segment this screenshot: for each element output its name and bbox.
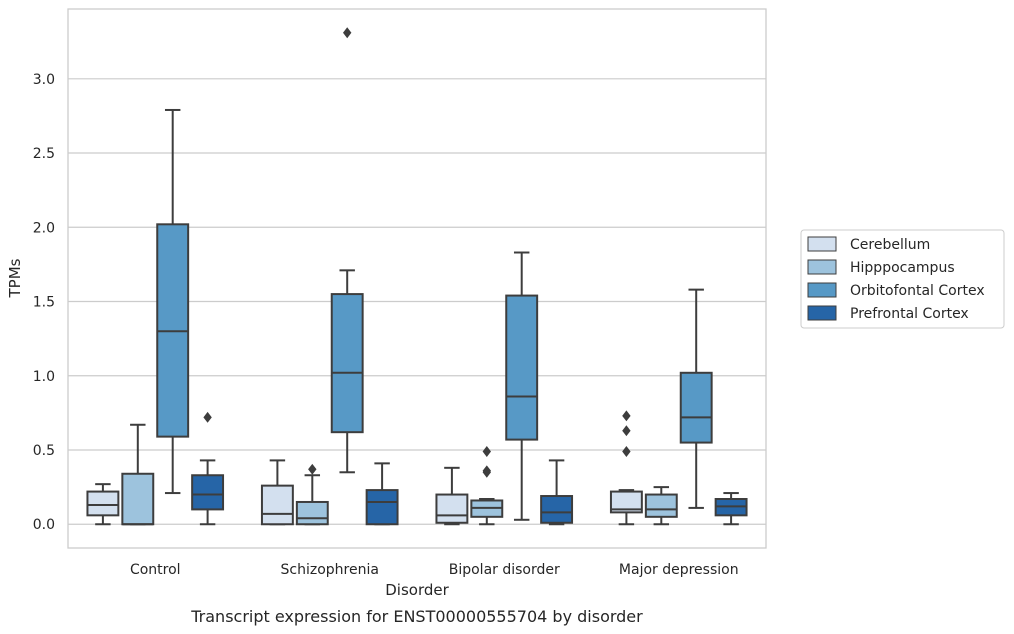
y-tick-label: 3.0 xyxy=(33,72,55,88)
y-tick-label: 2.5 xyxy=(33,146,55,162)
legend-frame xyxy=(800,229,1005,329)
box xyxy=(644,486,678,526)
legend-label: Cerebellum xyxy=(850,237,930,253)
x-axis-title: Disorder xyxy=(385,581,449,599)
y-tick-label: 0.0 xyxy=(33,517,55,533)
outlier-point xyxy=(343,27,352,39)
box-body xyxy=(609,490,643,514)
box xyxy=(260,459,294,526)
outlier-point xyxy=(622,425,631,437)
x-tick-label: Schizophrenia xyxy=(281,562,379,578)
box-body xyxy=(330,293,364,434)
outlier-point xyxy=(203,411,212,423)
x-tick-labels: Control Schizophrenia Bipolar disorder Majo… xyxy=(130,562,739,578)
box xyxy=(435,466,469,526)
plot-area-frame xyxy=(67,8,767,549)
legend-swatch xyxy=(807,305,837,321)
outlier-point xyxy=(482,446,491,457)
box xyxy=(609,410,643,526)
box xyxy=(365,462,399,526)
x-tick-label: Major depression xyxy=(619,562,739,578)
box xyxy=(679,288,713,509)
legend-label: Orbitofontal Cortex xyxy=(850,283,985,299)
outlier-point xyxy=(482,466,491,478)
legend: Cerebellum Hipppocampus Orbitofontal Corte… xyxy=(800,229,1005,329)
box xyxy=(540,459,574,526)
box-body xyxy=(121,472,155,526)
figure-caption: Transcript expression for ENST0000055570… xyxy=(190,607,643,626)
box xyxy=(505,251,539,521)
box-body xyxy=(679,371,713,444)
box xyxy=(330,27,364,474)
box-plot-series xyxy=(86,27,748,526)
y-tick-label: 1.5 xyxy=(33,295,55,311)
box-body xyxy=(86,490,120,517)
y-tick-label: 2.0 xyxy=(33,220,55,236)
legend-swatch xyxy=(807,282,837,298)
legend-label: Hipppocampus xyxy=(850,260,955,276)
box-body xyxy=(505,294,539,441)
legend-swatch xyxy=(807,259,837,275)
y-tick-labels: 0.0 0.5 1.0 1.5 2.0 2.5 3.0 xyxy=(33,72,55,533)
legend-label: Prefrontal Cortex xyxy=(850,306,969,322)
box xyxy=(295,463,329,526)
box-body xyxy=(260,484,294,526)
box xyxy=(121,423,155,526)
box xyxy=(156,108,190,495)
box-body xyxy=(644,493,678,518)
box-body xyxy=(435,493,469,524)
y-tick-label: 0.5 xyxy=(33,443,55,459)
box-body xyxy=(365,489,399,526)
box xyxy=(714,492,748,526)
y-axis-title: TPMs xyxy=(6,258,24,298)
box xyxy=(191,411,225,526)
box-body xyxy=(191,474,225,511)
legend-items: Cerebellum Hipppocampus Orbitofontal Corte… xyxy=(807,236,985,322)
outlier-point xyxy=(622,410,631,422)
x-tick-label: Control xyxy=(130,562,181,578)
box-body xyxy=(540,495,574,524)
box-body xyxy=(295,500,329,526)
outlier-point xyxy=(308,463,317,475)
outlier-point xyxy=(622,446,631,457)
legend-swatch xyxy=(807,236,837,252)
y-tick-label: 1.0 xyxy=(33,369,55,385)
box xyxy=(86,483,120,526)
x-tick-label: Bipolar disorder xyxy=(449,562,560,578)
box xyxy=(470,446,504,526)
